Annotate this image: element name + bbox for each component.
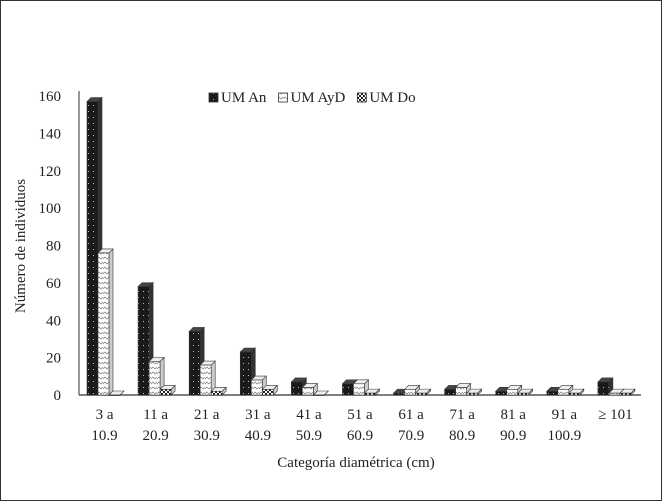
x-tick-label: 21 a [194, 407, 220, 423]
y-tick-label: 160 [39, 89, 62, 105]
bar-um-ayd [506, 384, 523, 396]
bar-um-ayd [352, 379, 370, 396]
bar-um-do [108, 390, 125, 396]
x-tick-label: 11 a [143, 407, 168, 423]
x-tick-label: 3 a [96, 407, 114, 423]
legend-swatch [356, 92, 367, 103]
x-tick-label: 41 a [296, 407, 322, 423]
legend-label: UM AyD [290, 90, 345, 106]
y-tick-label: 120 [39, 164, 62, 180]
y-tick-label: 100 [39, 201, 62, 217]
bar-um-do [312, 390, 330, 396]
legend: UM An UM AyD UM Do [208, 90, 416, 106]
x-axis-label: Categoría diamétrica (cm) [277, 455, 434, 471]
x-tick-label: 61 a [398, 407, 424, 423]
y-tick-label: 140 [39, 126, 62, 142]
x-tick-label: 80.9 [449, 428, 475, 444]
x-tick-label: 71 a [449, 407, 475, 423]
bar-um-do [414, 388, 432, 396]
bar-um-do [210, 386, 227, 396]
x-tick-label: 90.9 [500, 428, 526, 444]
x-tick-label: 40.9 [245, 428, 271, 444]
bar-um-do [517, 388, 534, 396]
legend-swatch [208, 92, 219, 103]
y-tick-label: 0 [54, 388, 62, 404]
x-tick-label: 20.9 [143, 428, 169, 444]
legend-swatch [278, 92, 288, 103]
x-tick-label: 100.9 [547, 428, 581, 444]
x-tick-label: 30.9 [194, 428, 220, 444]
x-tick-label: 70.9 [398, 428, 424, 444]
legend-item: UM Do [356, 90, 416, 106]
x-tick-label: 81 a [501, 407, 527, 423]
bar-um-do [465, 388, 483, 396]
legend-item: UM An [208, 90, 267, 106]
legend-label: UM An [221, 90, 267, 106]
bar-um-do [568, 388, 585, 396]
bar-um-do [363, 388, 381, 396]
x-tick-label: 60.9 [347, 428, 373, 444]
y-tick-label: 40 [46, 313, 61, 329]
bar-um-do [159, 384, 176, 396]
x-tick-label: ≥ 101 [598, 407, 632, 423]
y-tick-label: 80 [46, 239, 61, 255]
x-tick-label: 10.9 [91, 428, 117, 444]
bar-um-ayd [97, 248, 114, 396]
x-tick-label: 50.9 [296, 428, 322, 444]
bar-um-do [619, 388, 636, 396]
bar-um-do [261, 384, 278, 396]
bar-um-ayd [301, 382, 319, 396]
y-tick-label: 60 [46, 276, 61, 292]
x-tick-label: 91 a [552, 407, 578, 423]
y-axis-label: Número de individuos [13, 179, 29, 313]
x-tick-label: 31 a [245, 407, 271, 423]
y-tick-label: 20 [46, 351, 61, 367]
legend-label: UM Do [369, 90, 415, 106]
x-tick-label: 51 a [347, 407, 373, 423]
legend-item: UM AyD [278, 90, 345, 106]
